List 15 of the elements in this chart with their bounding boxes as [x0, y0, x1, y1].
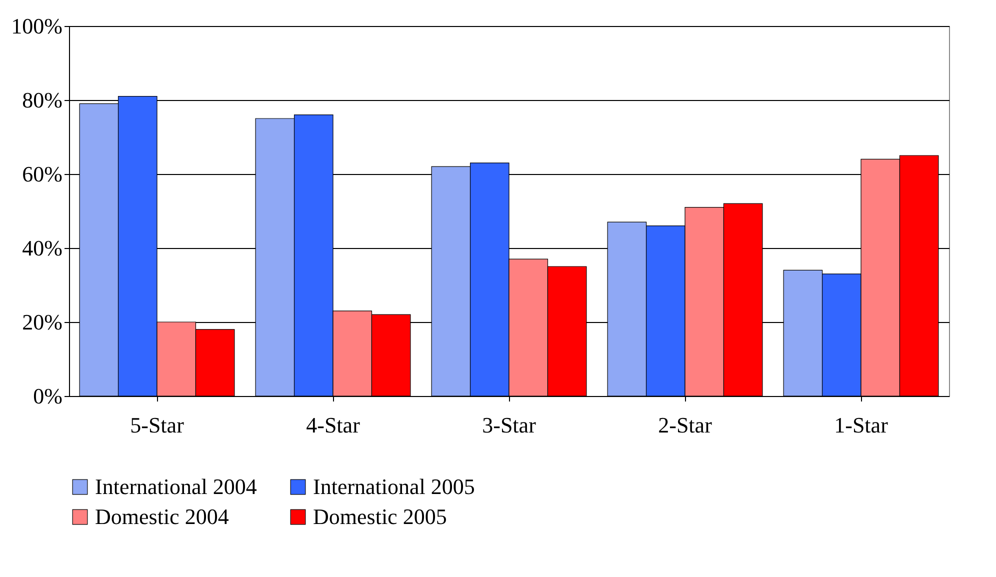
y-tick-label: 100%: [11, 14, 62, 38]
y-tick-label: 40%: [22, 236, 62, 260]
y-tick-label: 0%: [33, 384, 62, 408]
x-tick-label: 4-Star: [306, 412, 361, 438]
x-tick-label: 3-Star: [482, 412, 537, 438]
y-tick-label: 20%: [22, 310, 62, 334]
legend-label: Domestic 2004: [95, 504, 229, 529]
legend-label: International 2004: [95, 474, 257, 499]
legend-label: International 2005: [313, 474, 475, 499]
x-tick-label: 1-Star: [834, 412, 889, 438]
y-tick-label: 60%: [22, 162, 62, 186]
x-tick-label: 5-Star: [130, 412, 185, 438]
legend-label: Domestic 2005: [313, 504, 447, 529]
y-tick-label: 80%: [22, 88, 62, 112]
x-tick-label: 2-Star: [658, 412, 713, 438]
